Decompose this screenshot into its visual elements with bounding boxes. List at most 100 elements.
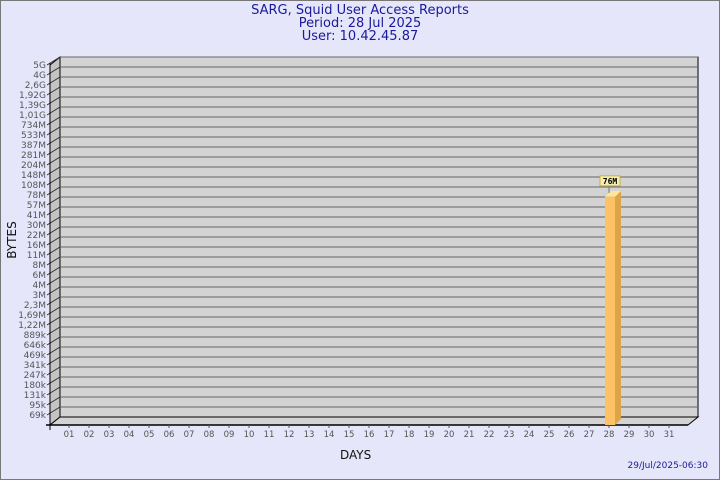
chart-period: Period: 28 Jul 2025 bbox=[298, 16, 422, 31]
x-tick-label: 28 bbox=[604, 430, 615, 440]
x-tick-label: 08 bbox=[204, 430, 215, 440]
x-tick-label: 27 bbox=[584, 430, 595, 440]
data-label: 76M bbox=[603, 177, 618, 186]
y-tick-label: 341k bbox=[24, 361, 47, 371]
y-tick-label: 8M bbox=[33, 261, 47, 271]
y-tick bbox=[46, 356, 61, 366]
y-tick bbox=[46, 296, 61, 306]
y-tick bbox=[46, 266, 61, 276]
y-tick bbox=[46, 176, 61, 186]
y-tick-label: 281M bbox=[21, 151, 46, 161]
y-tick-label: 4G bbox=[33, 71, 46, 81]
y-tick bbox=[46, 206, 61, 216]
y-tick bbox=[46, 116, 61, 126]
y-tick bbox=[46, 96, 61, 106]
y-tick-label: 41M bbox=[27, 211, 46, 221]
y-tick-label: 204M bbox=[21, 161, 46, 171]
y-tick-label: 148M bbox=[21, 171, 46, 181]
y-tick-label: 78M bbox=[27, 191, 46, 201]
x-tick-label: 18 bbox=[404, 430, 415, 440]
y-tick-label: 131k bbox=[24, 391, 47, 401]
x-tick-label: 13 bbox=[304, 430, 315, 440]
y-tick-label: 646k bbox=[24, 341, 47, 351]
x-tick-label: 15 bbox=[344, 430, 355, 440]
y-tick-label: 387M bbox=[21, 141, 46, 151]
y-tick-label: 734M bbox=[21, 121, 46, 131]
x-tick-label: 20 bbox=[444, 430, 455, 440]
x-tick-label: 07 bbox=[184, 430, 195, 440]
y-tick bbox=[46, 186, 61, 196]
x-tick-label: 09 bbox=[224, 430, 235, 440]
y-tick bbox=[46, 106, 61, 116]
y-tick bbox=[46, 236, 61, 246]
x-tick-label: 29 bbox=[624, 430, 635, 440]
y-tick-label: 247k bbox=[24, 371, 47, 381]
y-tick-label: 22M bbox=[27, 231, 46, 241]
x-tick-label: 05 bbox=[144, 430, 155, 440]
y-tick bbox=[46, 166, 61, 176]
y-tick-label: 469k bbox=[24, 351, 47, 361]
y-tick-label: 95k bbox=[29, 401, 46, 411]
x-tick-label: 23 bbox=[504, 430, 515, 440]
y-tick-label: 1,22M bbox=[18, 321, 46, 331]
x-tick-label: 04 bbox=[124, 430, 135, 440]
x-tick-label: 03 bbox=[104, 430, 115, 440]
x-axis-label: DAYS bbox=[340, 448, 372, 462]
y-tick bbox=[46, 276, 61, 286]
y-tick bbox=[46, 406, 61, 416]
y-tick bbox=[46, 246, 61, 256]
generated-timestamp: 29/Jul/2025-06:30 bbox=[627, 461, 708, 471]
data-label-box bbox=[599, 175, 621, 187]
bar-side bbox=[615, 190, 621, 425]
y-tick bbox=[46, 66, 61, 76]
y-tick-label: 11M bbox=[27, 251, 46, 261]
y-tick-label: 1,01G bbox=[19, 111, 46, 121]
chart-user: User: 10.42.45.87 bbox=[301, 29, 419, 44]
y-tick-label: 1,92G bbox=[19, 91, 46, 101]
chart-title: SARG, Squid User Access Reports bbox=[251, 3, 469, 18]
y-tick bbox=[46, 76, 61, 86]
y-tick bbox=[46, 286, 61, 296]
y-tick bbox=[46, 146, 61, 156]
x-tick-label: 11 bbox=[264, 430, 275, 440]
y-tick bbox=[46, 256, 61, 266]
y-tick-label: 2,6G bbox=[25, 81, 46, 91]
y-tick-label: 69k bbox=[29, 411, 46, 421]
x-tick-label: 30 bbox=[644, 430, 655, 440]
x-tick-label: 12 bbox=[284, 430, 295, 440]
x-tick-label: 14 bbox=[324, 430, 335, 440]
y-tick-label: 6M bbox=[33, 271, 47, 281]
x-tick-label: 06 bbox=[164, 430, 175, 440]
y-tick bbox=[46, 136, 61, 146]
y-tick-label: 30M bbox=[27, 221, 46, 231]
y-tick-label: 2,3M bbox=[24, 301, 46, 311]
y-tick-label: 1,69M bbox=[18, 311, 46, 321]
x-tick-label: 22 bbox=[484, 430, 495, 440]
y-tick-label: 5G bbox=[33, 61, 46, 71]
y-tick-label: 889k bbox=[24, 331, 47, 341]
x-tick-label: 10 bbox=[244, 430, 255, 440]
x-tick-label: 21 bbox=[464, 430, 475, 440]
y-tick bbox=[46, 396, 61, 406]
y-tick-label: 180k bbox=[24, 381, 47, 391]
y-tick bbox=[46, 216, 61, 226]
y-tick-label: 16M bbox=[27, 241, 46, 251]
y-tick bbox=[46, 386, 61, 396]
x-tick-label: 31 bbox=[664, 430, 675, 440]
y-tick-label: 3M bbox=[33, 291, 47, 301]
y-tick bbox=[46, 126, 61, 136]
y-tick-label: 533M bbox=[21, 131, 46, 141]
y-tick bbox=[46, 366, 61, 376]
x-tick-label: 24 bbox=[524, 430, 535, 440]
y-tick bbox=[46, 326, 61, 336]
y-tick bbox=[46, 376, 61, 386]
x-tick-label: 19 bbox=[424, 430, 435, 440]
bar bbox=[605, 196, 615, 425]
bar-top bbox=[605, 190, 621, 197]
y-tick bbox=[46, 336, 61, 346]
x-tick-label: 26 bbox=[564, 430, 575, 440]
y-tick bbox=[46, 316, 61, 326]
x-tick-label: 16 bbox=[364, 430, 375, 440]
y-tick bbox=[46, 306, 61, 316]
